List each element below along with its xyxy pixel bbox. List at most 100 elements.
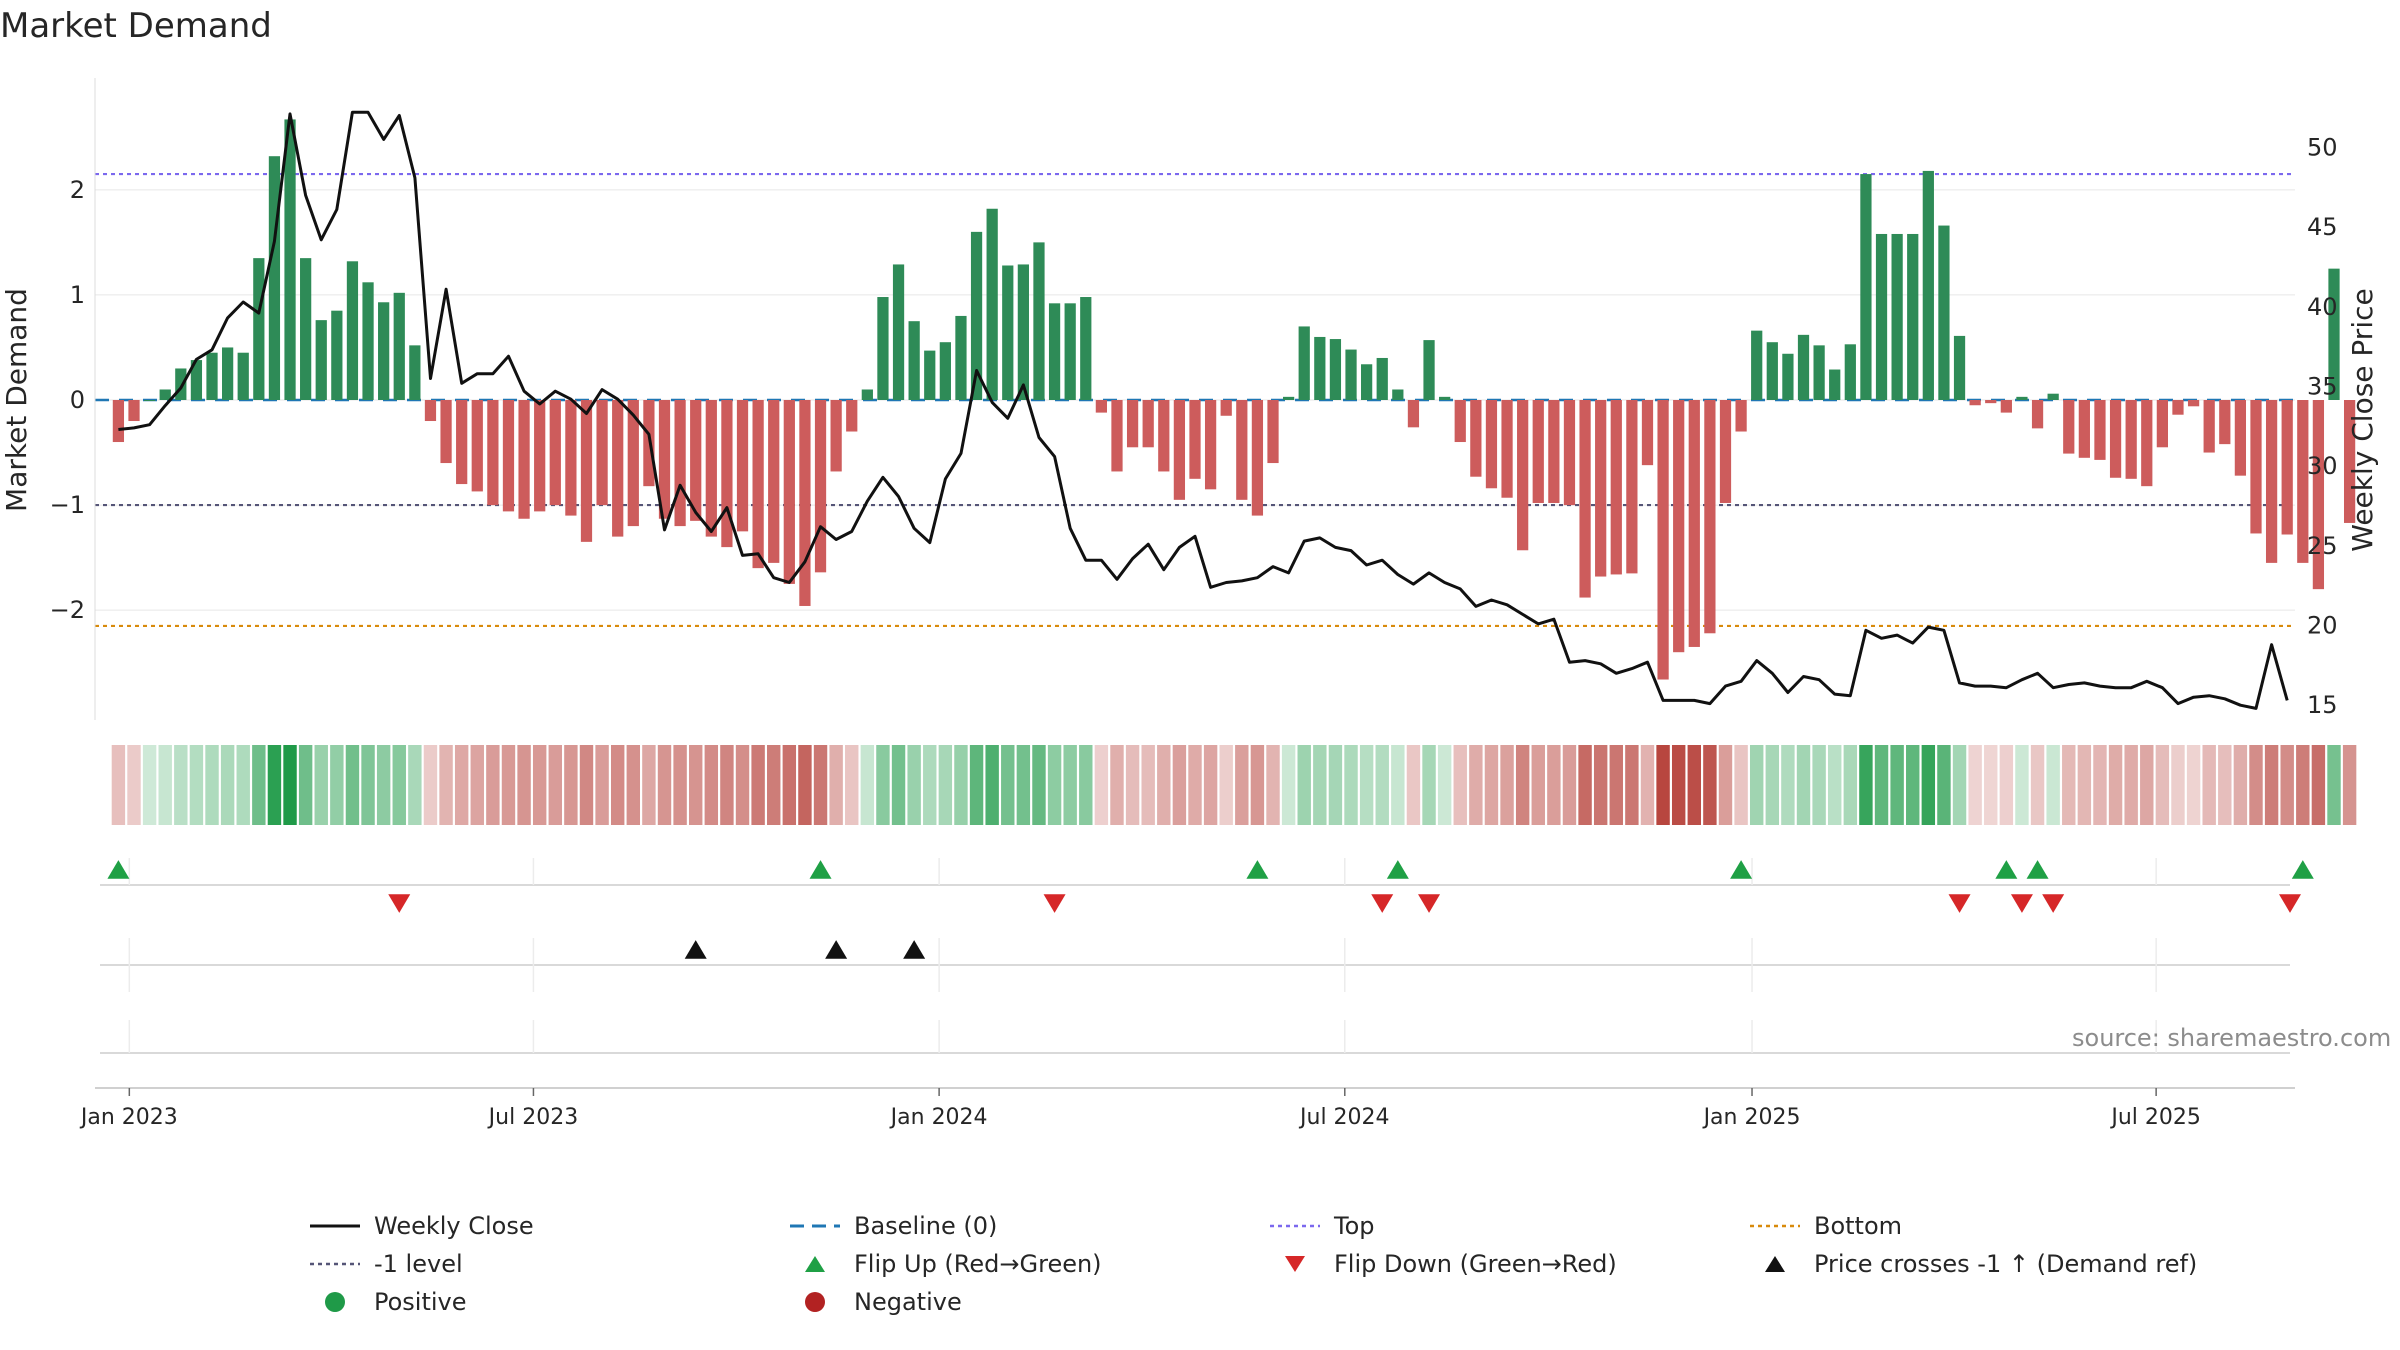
demand-bar xyxy=(1236,400,1248,500)
strip-cell xyxy=(2155,745,2170,825)
strip-cell xyxy=(1203,745,1218,825)
strip-cell xyxy=(1952,745,1967,825)
strip-cell xyxy=(1781,745,1795,825)
circle-icon xyxy=(805,1292,825,1312)
x-tick-label: Jul 2023 xyxy=(487,1105,579,1130)
strip-cell xyxy=(2015,745,2029,825)
strip-cell xyxy=(517,745,531,825)
strip-cell xyxy=(486,745,500,825)
strip-cell xyxy=(1718,745,1733,825)
strip-cell xyxy=(657,745,672,825)
demand-bar xyxy=(424,400,437,422)
strip-cell xyxy=(1640,745,1655,825)
legend-label: Baseline (0) xyxy=(854,1212,998,1240)
strip-cell xyxy=(891,745,906,825)
strip-cell xyxy=(1968,745,1982,825)
y-tick-label: −2 xyxy=(50,596,85,624)
strip-cell xyxy=(1359,745,1374,825)
strip-cell xyxy=(548,745,562,825)
flip-up-marker xyxy=(1995,860,2018,879)
demand-bar xyxy=(1454,400,1466,443)
strip-cell xyxy=(767,745,781,825)
flip-up-marker xyxy=(2026,860,2049,879)
strip-cell xyxy=(314,745,328,825)
demand-bar xyxy=(331,310,343,400)
demand-bar xyxy=(2078,400,2090,458)
demand-bar xyxy=(768,400,780,563)
strip-cell xyxy=(2171,745,2185,825)
demand-bar xyxy=(1173,400,1186,500)
demand-bar xyxy=(1595,400,1607,577)
strip-cell xyxy=(782,745,797,825)
strip-cell xyxy=(845,745,859,825)
strip-cell xyxy=(1484,745,1499,825)
demand-bar xyxy=(1829,369,1841,400)
legend-item-bottom: Bottom xyxy=(1740,1210,1902,1242)
strip-cell xyxy=(642,745,656,825)
legend-label: Flip Down (Green→Red) xyxy=(1334,1250,1617,1278)
demand-bar xyxy=(253,258,265,400)
demand-bar xyxy=(2109,400,2122,478)
legend-label: Bottom xyxy=(1814,1212,1903,1240)
strip-cell xyxy=(345,745,360,825)
demand-bar xyxy=(1048,303,1061,400)
demand-bar xyxy=(721,400,733,548)
strip-cell xyxy=(923,745,937,825)
demand-bar xyxy=(861,389,873,400)
legend-label: Weekly Close xyxy=(374,1212,534,1240)
demand-bar xyxy=(1969,400,1981,406)
demand-bar xyxy=(1907,233,1919,400)
strip-cell xyxy=(1266,745,1280,825)
strip-cell xyxy=(2046,745,2060,825)
strip-cell xyxy=(1999,745,2014,825)
demand-bar xyxy=(2031,400,2044,429)
demand-bar xyxy=(393,292,405,400)
demand-bar xyxy=(2141,400,2153,487)
demand-bar xyxy=(1392,389,1404,400)
strip-cell xyxy=(626,745,641,825)
cross-up-marker xyxy=(903,940,926,959)
flip-down-marker xyxy=(1418,894,1441,913)
strip-cell xyxy=(1749,745,1764,825)
strip-cell xyxy=(1734,745,1748,825)
demand-bar xyxy=(924,350,936,400)
demand-bar xyxy=(799,400,811,606)
demand-bar xyxy=(2297,400,2309,563)
strip-cell xyxy=(2264,745,2279,825)
demand-bar xyxy=(159,389,171,400)
signal-markers xyxy=(100,858,2314,1054)
strip-cell xyxy=(189,745,204,825)
strip-cell xyxy=(1937,745,1951,825)
demand-bar xyxy=(409,345,421,400)
strip-cell xyxy=(1016,745,1031,825)
demand-bar xyxy=(487,400,499,506)
strip-cell xyxy=(2249,745,2263,825)
demand-bar xyxy=(534,400,546,512)
strip-cell xyxy=(1281,745,1296,825)
strip-cell xyxy=(751,745,765,825)
strip-cell xyxy=(689,745,703,825)
demand-bar xyxy=(1610,400,1622,575)
strip-cell xyxy=(2202,745,2216,825)
legend-label: -1 level xyxy=(374,1250,463,1278)
demand-bar xyxy=(2125,400,2137,479)
demand-bar xyxy=(1704,400,1716,634)
strip-cell xyxy=(938,745,953,825)
strip-cell xyxy=(1344,745,1358,825)
strip-cell xyxy=(1375,745,1389,825)
legend-item-minus1: -1 level xyxy=(300,1248,463,1280)
demand-bar xyxy=(1142,400,1154,448)
strip-cell xyxy=(408,745,422,825)
legend-item-flipdown: Flip Down (Green→Red) xyxy=(1260,1248,1617,1280)
demand-bar xyxy=(1439,396,1451,400)
strip-cell xyxy=(1188,745,1202,825)
strip-cell xyxy=(1328,745,1343,825)
strip-cell xyxy=(1079,745,1093,825)
y-tick-label: 2 xyxy=(70,176,85,204)
strip-cell xyxy=(439,745,453,825)
demand-bar xyxy=(222,347,234,400)
demand-bar xyxy=(2000,400,2012,413)
demand-bar xyxy=(1953,335,1966,400)
strip-cell xyxy=(1157,745,1171,825)
demand-bar xyxy=(112,400,125,443)
